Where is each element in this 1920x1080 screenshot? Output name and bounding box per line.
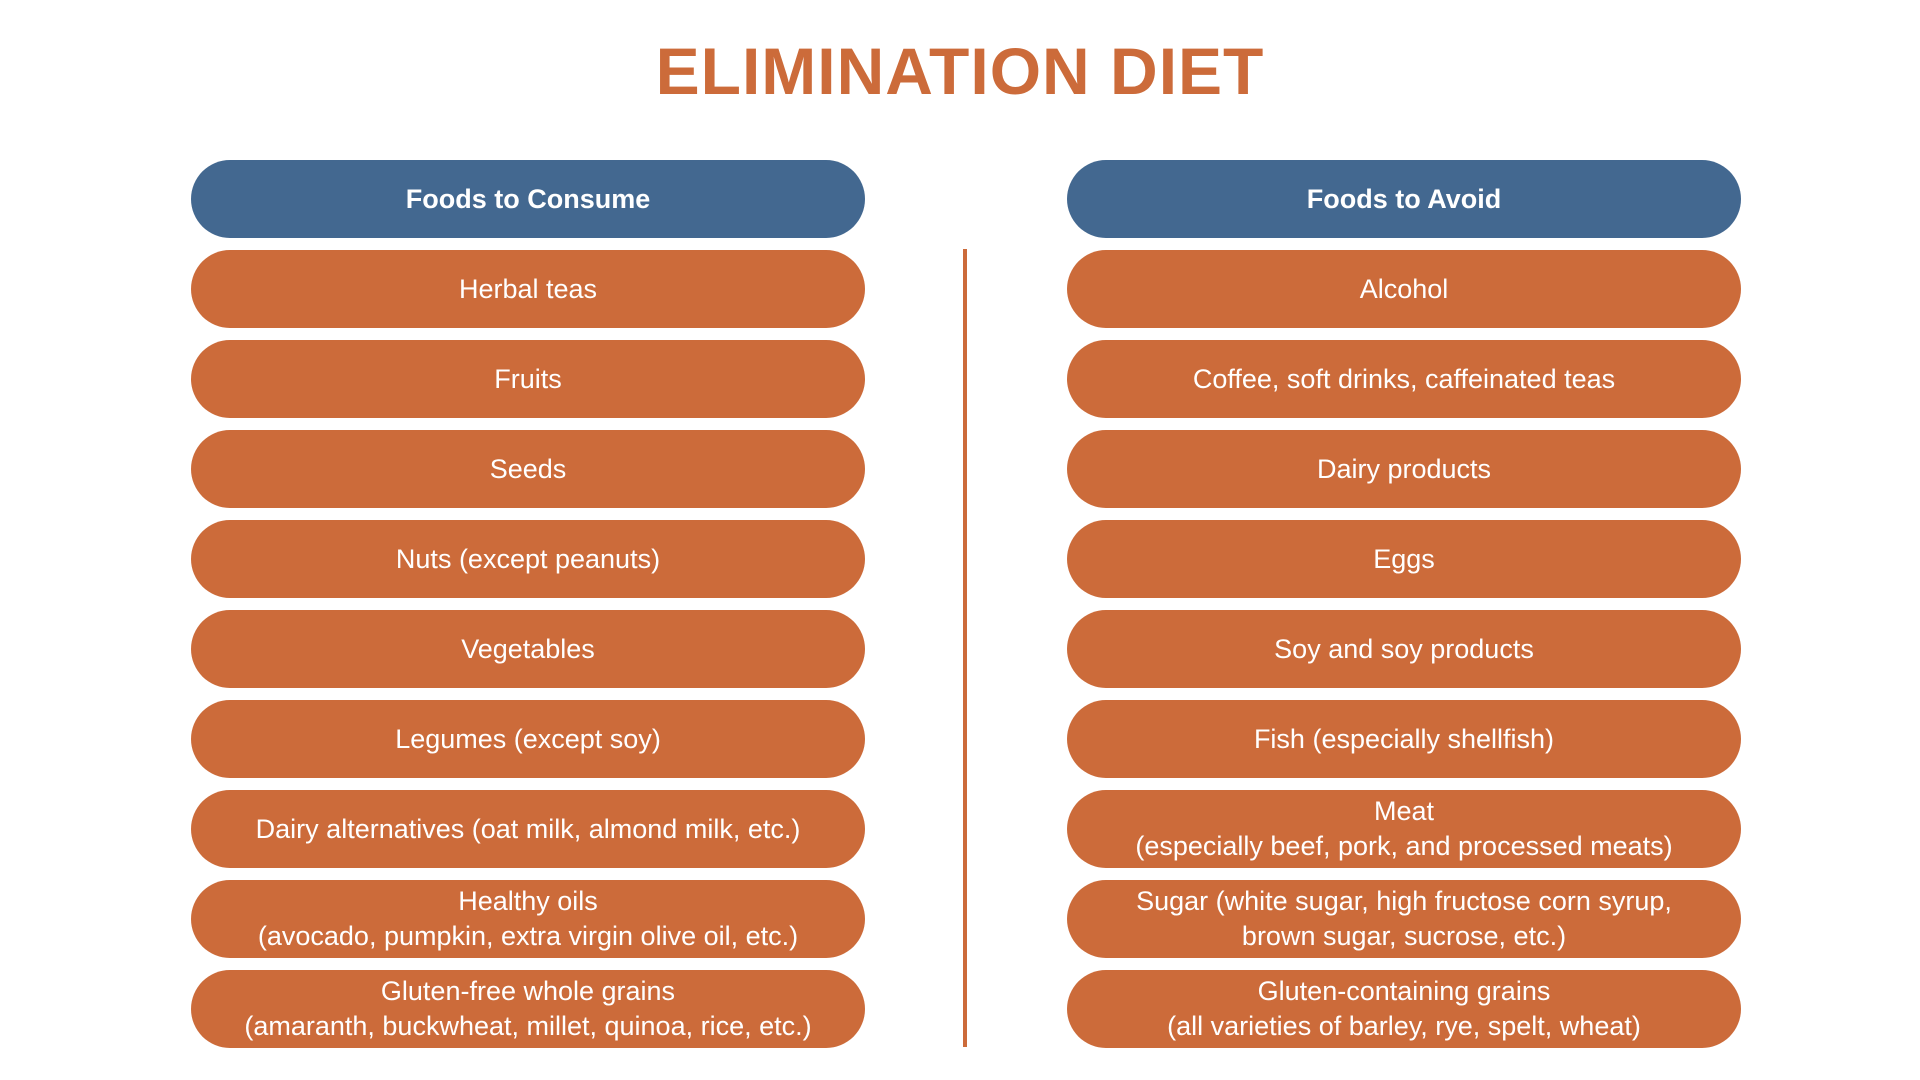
avoid-item: Fish (especially shellfish) <box>1067 700 1741 778</box>
consume-item: Fruits <box>191 340 865 418</box>
consume-header: Foods to Consume <box>191 160 865 238</box>
avoid-item: Dairy products <box>1067 430 1741 508</box>
avoid-item: Gluten-containing grains (all varieties … <box>1067 970 1741 1048</box>
consume-item: Healthy oils (avocado, pumpkin, extra vi… <box>191 880 865 958</box>
consume-item: Legumes (except soy) <box>191 700 865 778</box>
consume-item: Gluten-free whole grains (amaranth, buck… <box>191 970 865 1048</box>
consume-item: Dairy alternatives (oat milk, almond mil… <box>191 790 865 868</box>
page-title: ELIMINATION DIET <box>655 34 1265 108</box>
avoid-item: Alcohol <box>1067 250 1741 328</box>
consume-item: Herbal teas <box>191 250 865 328</box>
consume-item: Vegetables <box>191 610 865 688</box>
avoid-item: Soy and soy products <box>1067 610 1741 688</box>
consume-item: Nuts (except peanuts) <box>191 520 865 598</box>
avoid-item: Meat (especially beef, pork, and process… <box>1067 790 1741 868</box>
consume-item: Seeds <box>191 430 865 508</box>
avoid-item: Coffee, soft drinks, caffeinated teas <box>1067 340 1741 418</box>
consume-column: Foods to Consume Herbal teas Fruits Seed… <box>191 160 865 1060</box>
avoid-header: Foods to Avoid <box>1067 160 1741 238</box>
avoid-item: Eggs <box>1067 520 1741 598</box>
avoid-column: Foods to Avoid Alcohol Coffee, soft drin… <box>1067 160 1741 1060</box>
column-divider <box>963 249 967 1047</box>
avoid-item: Sugar (white sugar, high fructose corn s… <box>1067 880 1741 958</box>
